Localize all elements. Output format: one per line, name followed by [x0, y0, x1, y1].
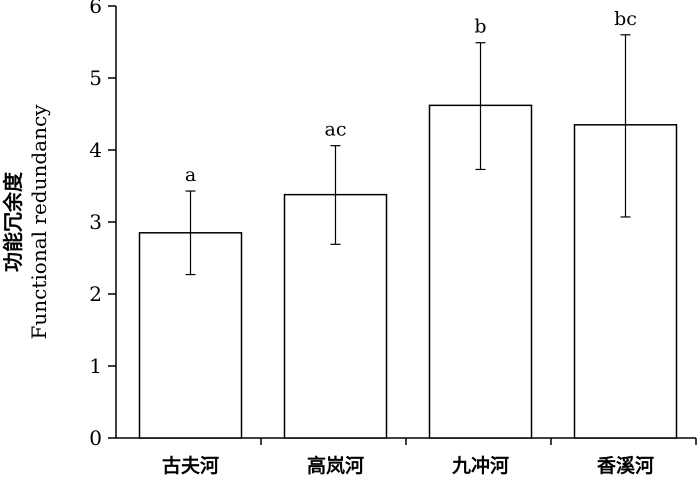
x-axis: 古夫河 高岚河 九冲河 香溪河	[116, 437, 697, 477]
significance-label: bc	[614, 8, 637, 30]
x-tick-label: 古夫河	[162, 454, 219, 477]
y-axis-title: 功能冗余度 Functional redundancy	[1, 104, 51, 340]
y-axis-label-english: Functional redundancy	[27, 104, 51, 340]
x-tick-label: 九冲河	[451, 454, 509, 477]
y-tick-label: 5	[89, 66, 102, 90]
significance-label: a	[185, 164, 196, 186]
y-tick-label: 0	[89, 426, 102, 450]
y-axis-label-chinese: 功能冗余度	[1, 171, 25, 272]
significance-label: b	[474, 16, 486, 38]
y-tick-label: 1	[89, 354, 102, 378]
y-axis: 0 1 2 3 4 5 6	[89, 0, 117, 450]
bars: a ac b bc	[138, 8, 678, 439]
significance-label: ac	[325, 119, 347, 141]
x-tick-label: 香溪河	[596, 455, 654, 477]
y-tick-label: 3	[89, 210, 102, 234]
y-tick-label: 6	[89, 0, 102, 18]
y-tick-label: 2	[89, 282, 102, 306]
y-tick-label: 4	[89, 138, 102, 162]
x-tick-label: 高岚河	[307, 454, 364, 477]
